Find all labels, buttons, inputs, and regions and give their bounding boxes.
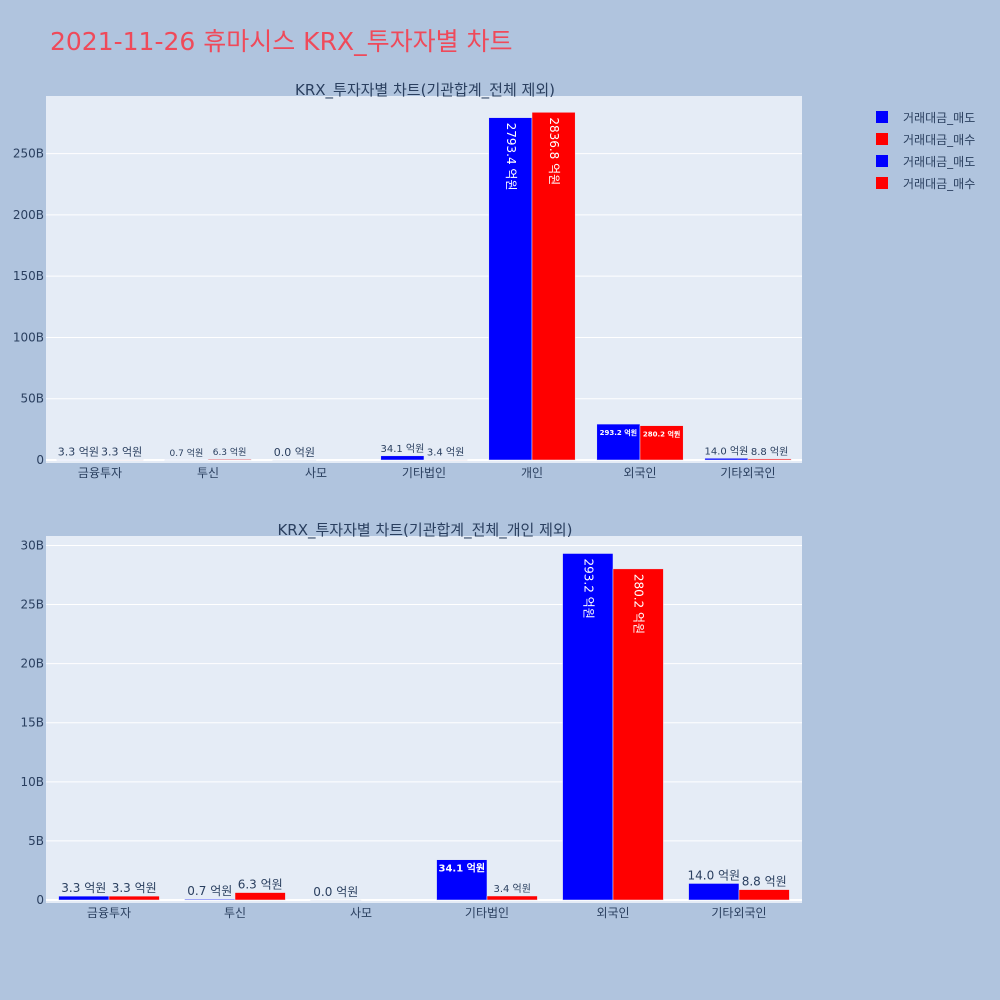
x-tick-label: 기타외국인 <box>720 466 775 480</box>
bar-sell <box>596 423 641 461</box>
bar-data-label: 3.3 억원 <box>101 446 142 459</box>
bar-buy <box>612 568 664 901</box>
y-tick-label: 200B <box>13 208 44 222</box>
bar-data-label: 293.2 억원 <box>581 558 595 618</box>
bar-data-label: 3.3 억원 <box>61 881 106 895</box>
y-tick-label: 15B <box>20 716 44 730</box>
bar-data-label: 14.0 억원 <box>704 445 748 457</box>
bar-data-label: 0.0 억원 <box>313 885 358 899</box>
chart-title: KRX_투자자별 차트(기관합계_전체_개인 제외) <box>277 521 572 540</box>
bar-data-label: 0.7 억원 <box>187 884 232 898</box>
bar-data-label: 34.1 억원 <box>439 862 486 875</box>
x-tick-label: 외국인 <box>596 906 629 920</box>
bar-data-label: 14.0 억원 <box>687 868 740 882</box>
bar-data-label: 2836.8 억원 <box>547 117 561 185</box>
x-tick-label: 금융투자 <box>87 906 131 920</box>
bar-sell <box>58 895 110 901</box>
x-tick-label: 투신 <box>197 466 219 480</box>
chart-title: KRX_투자자별 차트(기관합계_전체 제외) <box>295 81 555 100</box>
bar-sell <box>310 899 362 901</box>
bar-sell <box>164 459 209 461</box>
bar-buy <box>738 889 790 901</box>
bar-sell <box>704 458 749 461</box>
legend-item[interactable]: 거래대금_매도 <box>876 106 975 128</box>
x-tick-label: 개인 <box>521 466 543 480</box>
y-tick-label: 50B <box>20 392 44 406</box>
page-title: 2021-11-26 휴마시스 KRX_투자자별 차트 <box>50 27 513 56</box>
bar-data-label: 0.7 억원 <box>170 447 204 459</box>
y-tick-label: 5B <box>28 834 44 848</box>
y-tick-label: 150B <box>13 269 44 283</box>
x-tick-label: 기타법인 <box>402 466 446 480</box>
bar-sell <box>56 459 101 461</box>
legend-item[interactable]: 거래대금_매수 <box>876 172 975 194</box>
legend-label: 거래대금_매수 <box>903 132 976 147</box>
bar-data-label: 3.3 억원 <box>58 446 99 459</box>
legend-swatch-sell <box>876 111 888 123</box>
y-tick-label: 25B <box>20 598 44 612</box>
bar-data-label: 8.8 억원 <box>751 446 788 458</box>
legend-label: 거래대금_매수 <box>903 176 976 191</box>
bar-data-label: 34.1 억원 <box>380 443 424 455</box>
y-tick-label: 250B <box>13 147 44 161</box>
x-tick-label: 기타외국인 <box>711 906 766 920</box>
x-tick-label: 외국인 <box>623 466 656 480</box>
bar-buy <box>747 458 792 461</box>
bar-buy <box>99 459 144 461</box>
bar-data-label: 293.2 억원 <box>600 428 637 437</box>
plot-area <box>46 96 802 463</box>
x-tick-label: 투신 <box>224 906 246 920</box>
x-tick-label: 기타법인 <box>465 906 509 920</box>
legend-swatch-sell <box>876 155 888 167</box>
legend-label: 거래대금_매도 <box>903 154 976 169</box>
y-tick-label: 30B <box>20 538 44 552</box>
bar-data-label: 6.3 억원 <box>213 446 247 458</box>
bar-buy <box>234 892 286 901</box>
y-tick-label: 20B <box>20 657 44 671</box>
legend-label: 거래대금_매도 <box>903 110 976 125</box>
bar-sell <box>272 459 317 461</box>
bar-data-label: 0.0 억원 <box>274 446 315 459</box>
legend-item[interactable]: 거래대금_매수 <box>876 128 975 150</box>
bar-sell <box>380 455 425 461</box>
bar-data-label: 2793.4 억원 <box>504 123 518 191</box>
bar-data-label: 3.4 억원 <box>427 447 464 459</box>
y-tick-label: 0 <box>36 453 44 467</box>
x-tick-label: 사모 <box>350 906 372 920</box>
bar-data-label: 280.2 억원 <box>632 574 646 634</box>
x-tick-label: 금융투자 <box>78 466 122 480</box>
y-tick-label: 10B <box>20 775 44 789</box>
bar-data-label: 8.8 억원 <box>742 875 787 889</box>
bar-sell <box>436 859 488 901</box>
bar-data-label: 3.4 억원 <box>493 883 530 895</box>
bar-buy <box>531 112 576 461</box>
bar-data-label: 6.3 억원 <box>238 878 283 892</box>
legend: 거래대금_매도 거래대금_매수 거래대금_매도 거래대금_매수 <box>876 106 975 194</box>
y-tick-label: 100B <box>13 330 44 344</box>
bar-sell <box>562 553 614 901</box>
bar-sell <box>184 898 236 901</box>
bar-data-label: 280.2 억원 <box>643 430 680 439</box>
bar-buy <box>486 895 538 901</box>
bar-buy <box>108 895 160 901</box>
legend-swatch-buy <box>876 177 888 189</box>
plot-area <box>46 536 802 903</box>
legend-item[interactable]: 거래대금_매도 <box>876 150 975 172</box>
bar-sell <box>688 883 740 901</box>
x-tick-label: 사모 <box>305 466 327 480</box>
bar-buy <box>639 425 684 461</box>
bar-buy <box>423 459 468 461</box>
bar-data-label: 3.3 억원 <box>112 881 157 895</box>
y-tick-label: 0 <box>36 893 44 907</box>
legend-swatch-buy <box>876 133 888 145</box>
bar-buy <box>207 458 252 461</box>
